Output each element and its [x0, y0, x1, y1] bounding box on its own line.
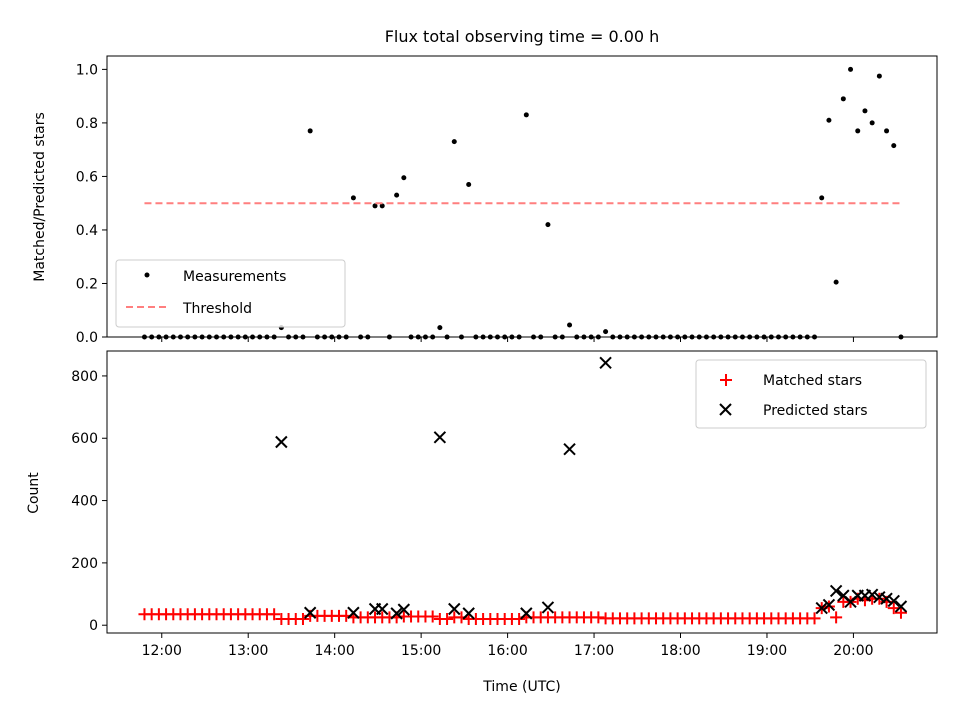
measurement-point — [307, 128, 313, 134]
y-tick-label: 0.8 — [76, 116, 98, 132]
predicted-star-point — [894, 600, 908, 613]
predicted-star-point — [275, 435, 288, 449]
x-tick-label: 18:00 — [660, 643, 700, 659]
y-tick-label: 0.0 — [76, 330, 98, 346]
matched-star-point — [426, 610, 439, 623]
measurement-point — [350, 195, 356, 201]
measurement-point — [437, 325, 443, 331]
bottom-legend: Matched stars Predicted stars — [695, 359, 927, 429]
y-tick-label: 600 — [71, 431, 98, 447]
bottom-y-axis-label: Count — [26, 472, 42, 514]
measurement-point — [869, 120, 875, 126]
predicted-star-point — [303, 606, 317, 619]
top-axes-frame — [106, 55, 938, 338]
bottom-axes-frame — [106, 350, 938, 634]
measurement-point — [819, 195, 825, 201]
legend-threshold-label: Threshold — [182, 301, 252, 317]
measurement-point — [451, 139, 457, 145]
predicted-star-point — [829, 584, 843, 598]
measurement-point — [466, 181, 472, 187]
predicted-star-point — [462, 607, 475, 620]
measurement-point — [603, 329, 609, 335]
predicted-star-point — [873, 590, 886, 604]
x-tick-label: 19:00 — [747, 643, 787, 659]
y-tick-label: 1.0 — [76, 62, 98, 78]
matched-star-point — [513, 612, 526, 625]
measurement-point — [833, 279, 839, 285]
matched-star-point — [887, 602, 900, 615]
predicted-star-point — [390, 607, 403, 620]
measurement-point — [372, 203, 378, 209]
matched-star-point — [894, 606, 907, 619]
x-axis-label: Time (UTC) — [482, 679, 560, 695]
legend-predicted-label: Predicted stars — [763, 403, 868, 419]
predicted-star-point — [520, 607, 533, 620]
predicted-star-point — [397, 603, 411, 616]
predicted-star-point — [541, 601, 555, 614]
legend-box — [115, 259, 346, 328]
x-tick-label: 15:00 — [401, 643, 441, 659]
predicted-star-point — [599, 356, 612, 370]
x-tick-label: 16:00 — [487, 643, 527, 659]
legend-box — [695, 359, 927, 429]
top-y-axis-label: Matched/Predicted stars — [32, 112, 48, 282]
measurement-point — [523, 112, 529, 118]
predicted-star-point — [822, 598, 836, 612]
y-tick-label: 0 — [89, 618, 98, 634]
legend-measurements-label: Measurements — [183, 269, 286, 285]
chart-title: Flux total observing time = 0.00 h — [385, 27, 660, 46]
top-panel: Flux total observing time = 0.00 h 0.0 0.… — [32, 27, 938, 346]
y-tick-label: 200 — [71, 556, 98, 572]
matched-star-point — [808, 612, 821, 625]
x-tick-label: 13:00 — [228, 643, 268, 659]
measurement-point — [855, 128, 861, 134]
bottom-panel: 12:00 13:00 14:00 15:00 16:00 17:00 18:00 19:00… — [26, 350, 938, 695]
predicted-star-point — [887, 594, 900, 608]
measurement-point — [862, 108, 868, 114]
legend-matched-label: Matched stars — [763, 373, 862, 389]
y-tick-label: 0.4 — [76, 223, 98, 239]
matched-star-point — [441, 612, 454, 625]
predicted-star-point — [376, 602, 389, 616]
y-tick-label: 400 — [71, 494, 98, 510]
x-tick-label: 17:00 — [574, 643, 614, 659]
measurement-point — [379, 203, 385, 209]
x-tick-label: 20:00 — [833, 643, 873, 659]
matched-star-point — [268, 608, 281, 621]
predicted-star-point — [880, 592, 893, 605]
matched-star-point — [822, 600, 835, 613]
measurement-point — [884, 128, 890, 134]
bottom-plot-area: 12:00 13:00 14:00 15:00 16:00 17:00 18:00 19:00… — [71, 356, 908, 659]
measurement-point — [876, 73, 882, 79]
y-tick-label: 0.6 — [76, 169, 98, 185]
top-legend: Measurements Threshold — [115, 259, 346, 328]
measurement-point — [401, 175, 407, 181]
x-tick-label: 14:00 — [314, 643, 354, 659]
measurement-point — [826, 117, 832, 123]
predicted-star-point — [865, 588, 879, 601]
legend-matched-marker — [720, 374, 732, 386]
predicted-star-point — [433, 431, 447, 444]
predicted-star-point — [563, 442, 576, 456]
y-tick-label: 800 — [71, 369, 98, 385]
y-tick-label: 0.2 — [76, 276, 98, 292]
x-tick-label: 12:00 — [142, 643, 182, 659]
measurement-point — [840, 96, 846, 102]
measurement-point — [567, 322, 573, 328]
matched-star-point — [296, 612, 309, 625]
matched-star-point — [830, 611, 843, 624]
measurement-point — [545, 222, 551, 228]
predicted-star-point — [815, 601, 828, 615]
measurement-point — [394, 192, 400, 198]
predicted-star-point — [347, 606, 360, 619]
legend-measurements-marker — [144, 272, 150, 278]
measurement-point — [848, 66, 854, 72]
predicted-star-point — [448, 602, 461, 616]
measurement-point — [891, 143, 897, 149]
legend-predicted-marker — [719, 403, 732, 416]
